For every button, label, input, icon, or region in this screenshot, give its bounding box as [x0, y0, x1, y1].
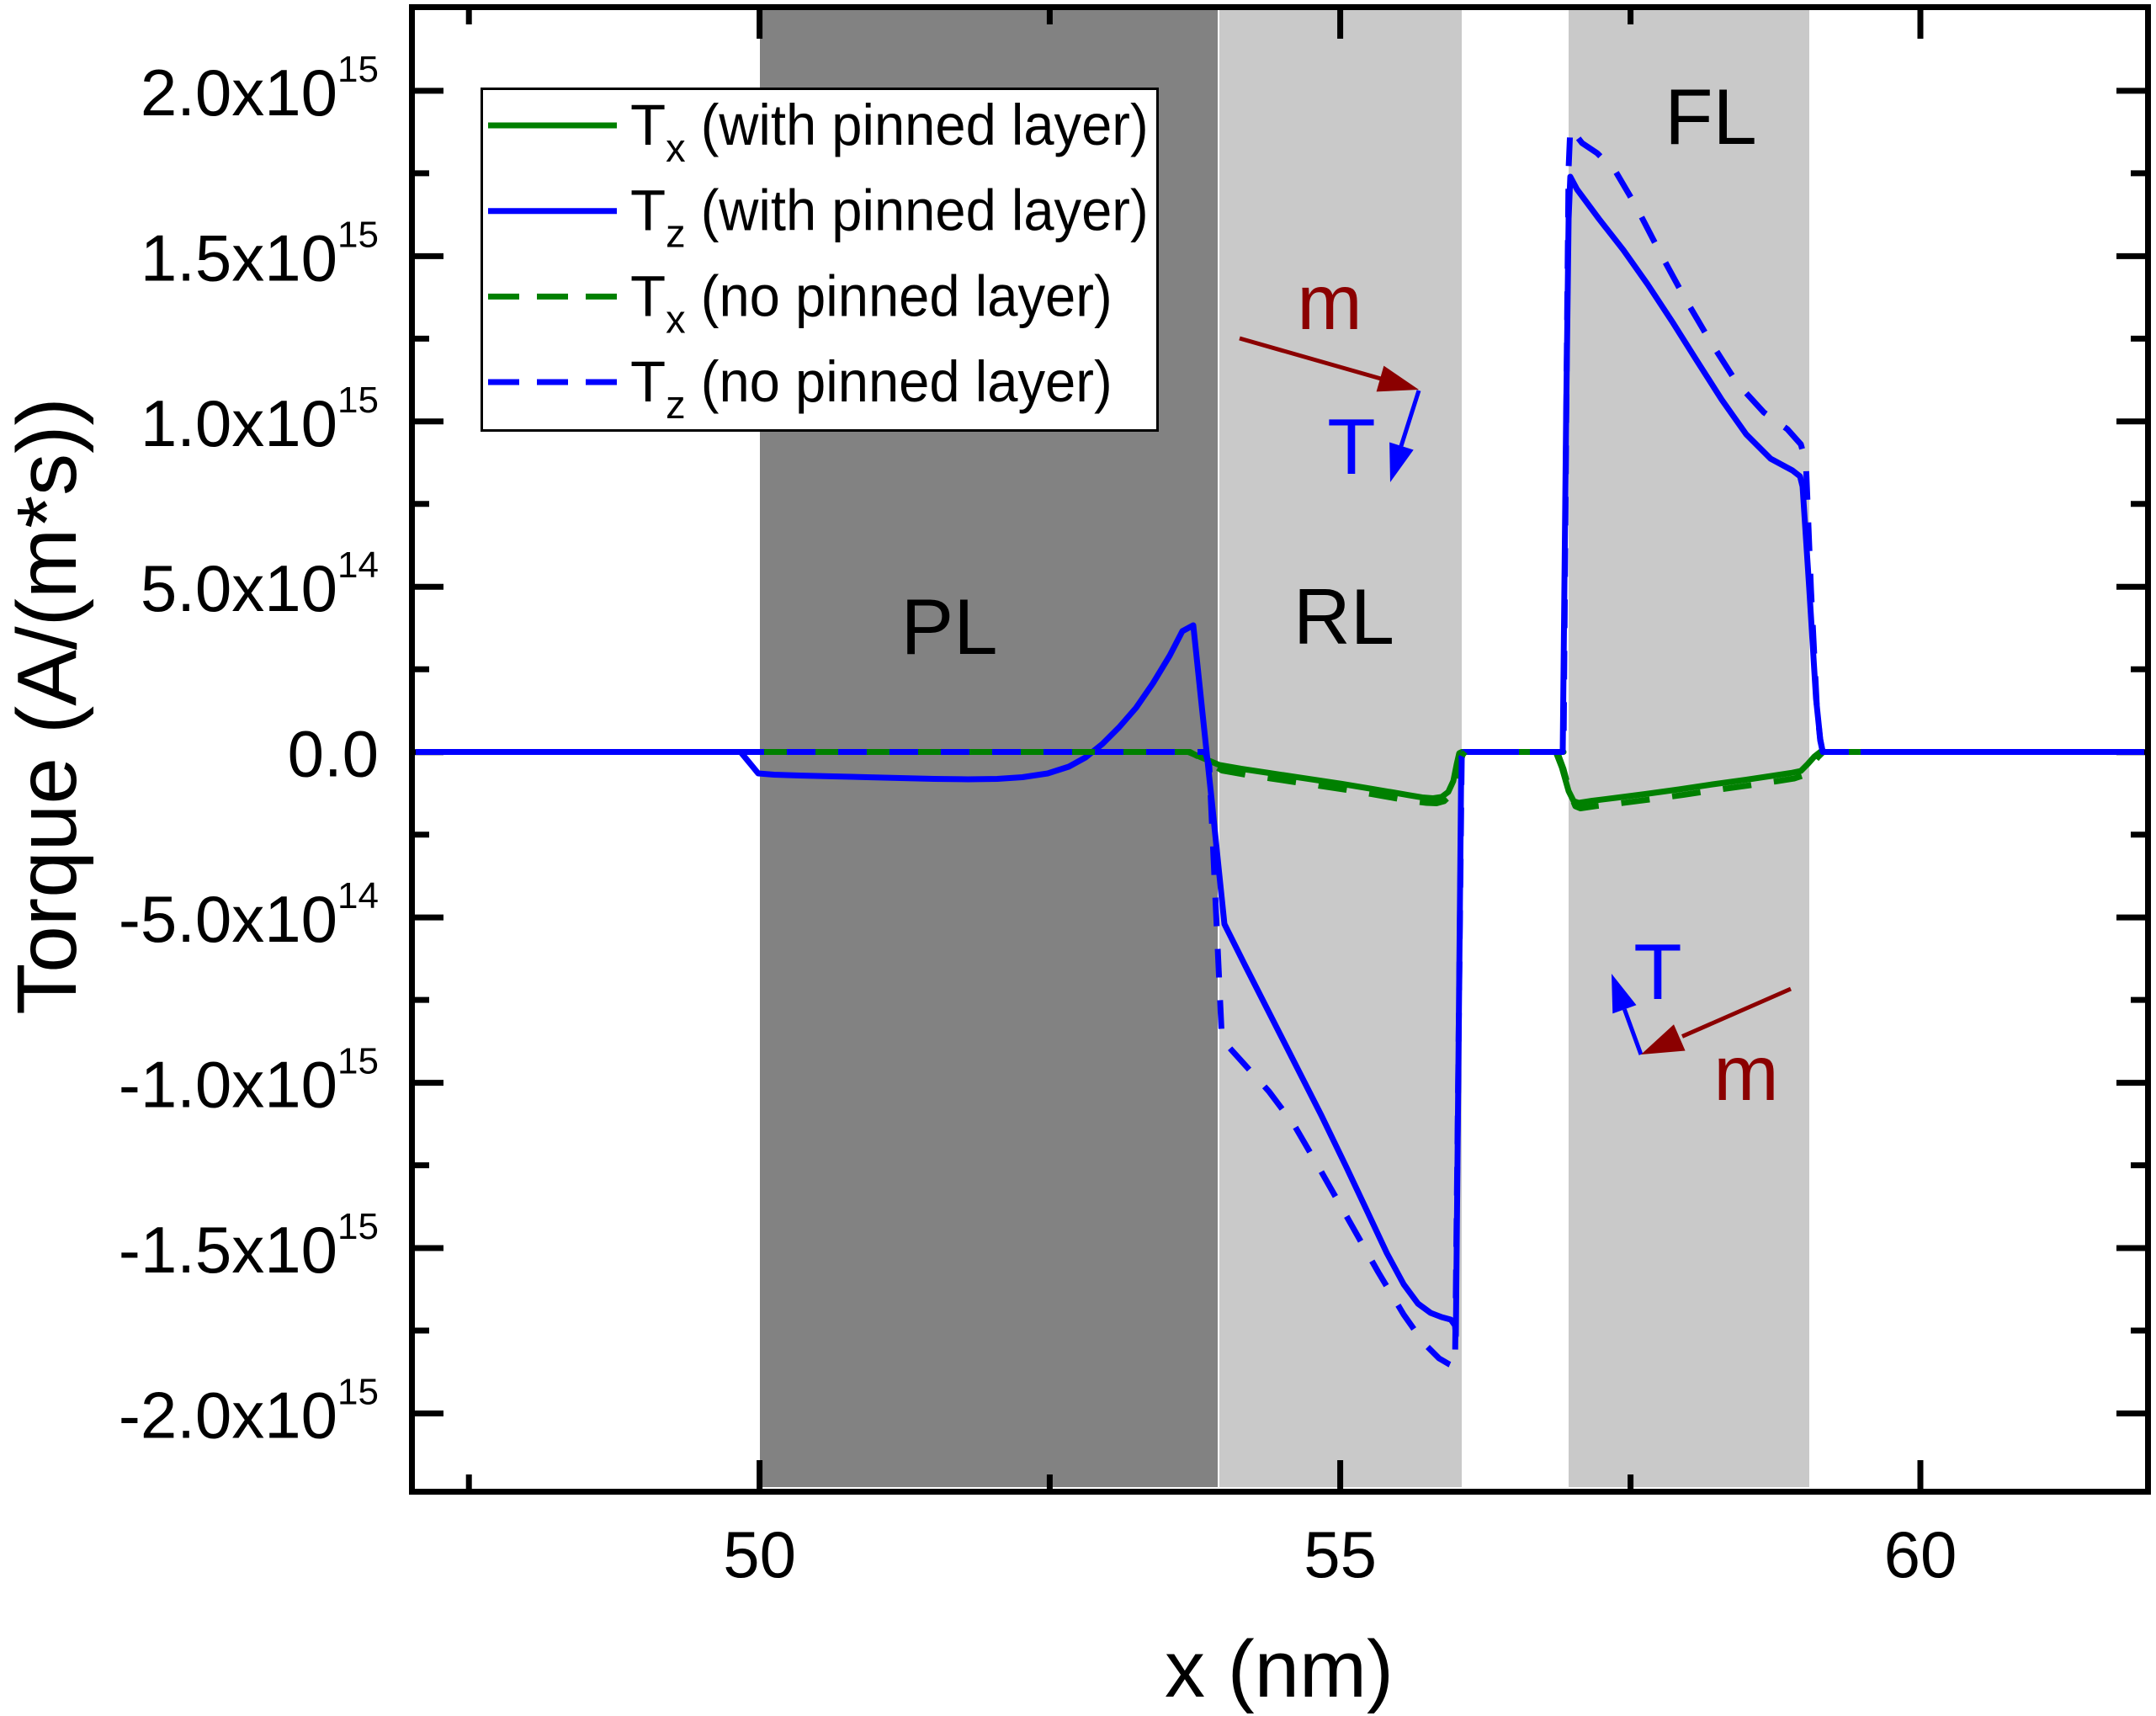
svg-text:T: T [1327, 402, 1375, 491]
svg-text:Torque (A/(m*s)): Torque (A/(m*s)) [0, 397, 94, 1014]
svg-text:55: 55 [1304, 1517, 1377, 1591]
svg-text:Tz (no pinned layer): Tz (no pinned layer) [630, 349, 1113, 427]
svg-text:FL: FL [1665, 72, 1757, 161]
svg-text:-2.0x1015: -2.0x1015 [119, 1372, 379, 1453]
svg-text:Tx (no pinned layer): Tx (no pinned layer) [630, 263, 1113, 341]
svg-text:RL: RL [1293, 572, 1394, 661]
svg-text:x (nm): x (nm) [1165, 1624, 1394, 1714]
svg-text:PL: PL [901, 582, 998, 671]
svg-text:T: T [1633, 927, 1681, 1016]
svg-text:50: 50 [723, 1517, 796, 1591]
svg-text:Tz (with pinned layer): Tz (with pinned layer) [630, 178, 1149, 256]
svg-text:m: m [1713, 1029, 1778, 1117]
svg-text:-1.0x1015: -1.0x1015 [119, 1041, 379, 1122]
svg-text:Tx (with pinned layer): Tx (with pinned layer) [630, 93, 1149, 170]
svg-text:60: 60 [1884, 1517, 1957, 1591]
svg-text:0.0: 0.0 [288, 717, 379, 791]
svg-text:-1.5x1015: -1.5x1015 [119, 1206, 379, 1287]
svg-text:m: m [1297, 258, 1362, 346]
svg-text:-5.0x1014: -5.0x1014 [119, 875, 379, 956]
